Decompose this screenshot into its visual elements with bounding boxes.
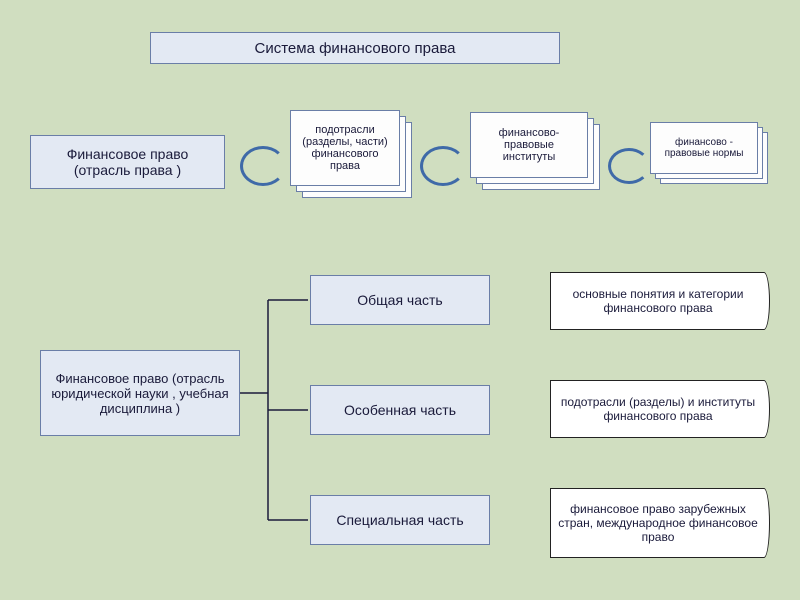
desc-1-box: основные понятия и категории финансового… [550, 272, 770, 330]
arc-2 [420, 146, 466, 186]
stack-3: финансово - правовые нормы [650, 122, 768, 184]
desc-2-text: подотрасли (разделы) и институты финансо… [557, 395, 759, 423]
tree-root-text: Финансовое право (отрасль юридической на… [47, 371, 233, 416]
arc-1 [240, 146, 286, 186]
stack-2-text: финансово-правовые институты [477, 127, 581, 163]
desc-2-box: подотрасли (разделы) и институты финансо… [550, 380, 770, 438]
stack-1-text: подотрасли (разделы, части) финансового … [297, 124, 393, 172]
tree-bracket [240, 278, 310, 543]
tree-root-box: Финансовое право (отрасль юридической на… [40, 350, 240, 436]
title-text: Система финансового права [255, 40, 456, 57]
part-3-text: Специальная часть [336, 512, 463, 528]
part-3-box: Специальная часть [310, 495, 490, 545]
arc-3 [608, 148, 650, 184]
desc-3-box: финансовое право зарубежных стран, между… [550, 488, 770, 558]
part-2-text: Особенная часть [344, 402, 456, 418]
stack-2: финансово-правовые институты [470, 112, 600, 190]
stack-3-text: финансово - правовые нормы [657, 137, 751, 159]
desc-1-text: основные понятия и категории финансового… [557, 287, 759, 315]
part-2-box: Особенная часть [310, 385, 490, 435]
part-1-box: Общая часть [310, 275, 490, 325]
desc-3-text: финансовое право зарубежных стран, между… [557, 502, 759, 544]
row-root-box: Финансовое право (отрасль права ) [30, 135, 225, 189]
stack-1: подотрасли (разделы, части) финансового … [290, 110, 412, 198]
title-box: Система финансового права [150, 32, 560, 64]
part-1-text: Общая часть [357, 292, 442, 308]
row-root-text: Финансовое право (отрасль права ) [37, 146, 218, 178]
